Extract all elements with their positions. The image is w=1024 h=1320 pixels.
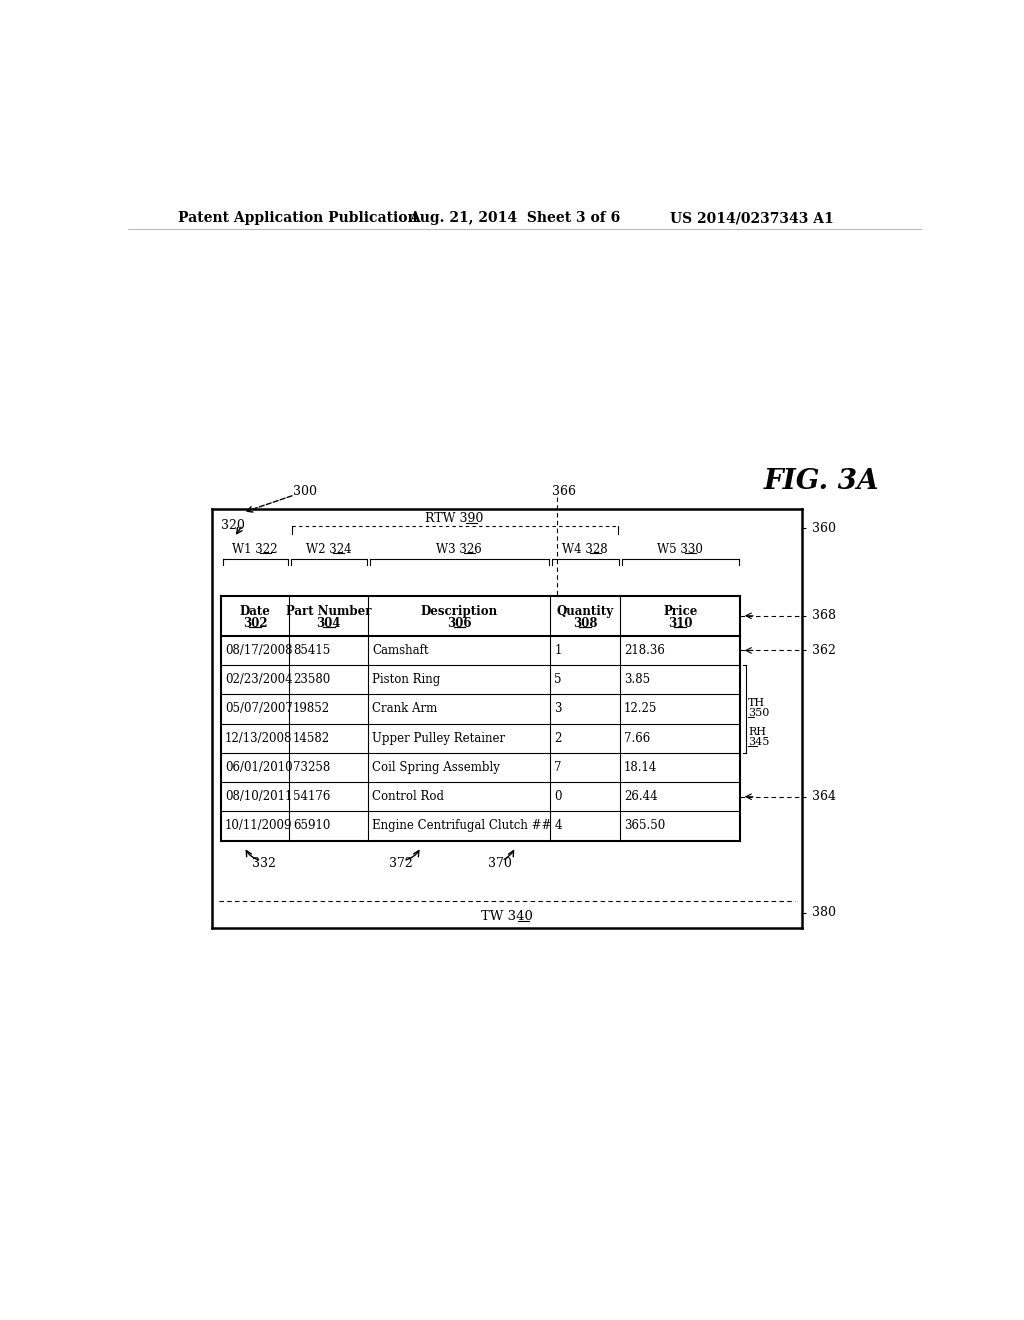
Text: 360: 360: [812, 521, 836, 535]
Text: RH: RH: [748, 727, 766, 737]
Text: Part Number: Part Number: [286, 605, 372, 618]
Text: 5: 5: [554, 673, 562, 686]
Text: 1: 1: [554, 644, 561, 657]
Text: 08/17/2008: 08/17/2008: [225, 644, 293, 657]
Text: 364: 364: [812, 791, 836, 804]
Text: W5 330: W5 330: [657, 543, 703, 556]
Text: Engine Centrifugal Clutch ##: Engine Centrifugal Clutch ##: [372, 820, 552, 833]
Text: Date: Date: [240, 605, 270, 618]
Text: 08/10/2011: 08/10/2011: [225, 791, 292, 804]
Text: Upper Pulley Retainer: Upper Pulley Retainer: [372, 731, 505, 744]
Text: RTW 390: RTW 390: [426, 512, 484, 525]
Text: W4 328: W4 328: [562, 543, 608, 556]
Text: 310: 310: [668, 616, 692, 630]
Text: 0: 0: [554, 791, 562, 804]
Text: 23580: 23580: [293, 673, 331, 686]
Text: 2: 2: [554, 731, 561, 744]
Text: Price: Price: [663, 605, 697, 618]
Text: 372: 372: [389, 857, 413, 870]
Text: 320: 320: [221, 519, 245, 532]
Text: 366: 366: [552, 486, 575, 499]
Text: Camshaft: Camshaft: [372, 644, 429, 657]
Text: 3: 3: [554, 702, 562, 715]
Text: Description: Description: [421, 605, 498, 618]
Text: 02/23/2004: 02/23/2004: [225, 673, 293, 686]
Text: 350: 350: [748, 708, 769, 718]
Text: 54176: 54176: [293, 791, 331, 804]
Text: Quantity: Quantity: [557, 605, 613, 618]
Text: 218.36: 218.36: [624, 644, 665, 657]
Text: 362: 362: [812, 644, 836, 657]
Text: Control Rod: Control Rod: [372, 791, 444, 804]
Text: Piston Ring: Piston Ring: [372, 673, 440, 686]
Text: 4: 4: [554, 820, 562, 833]
Text: 380: 380: [812, 907, 836, 920]
Text: Coil Spring Assembly: Coil Spring Assembly: [372, 760, 500, 774]
Text: W2 324: W2 324: [306, 543, 351, 556]
Text: 12.25: 12.25: [624, 702, 657, 715]
Text: 05/07/2007: 05/07/2007: [225, 702, 293, 715]
Text: 06/01/2010: 06/01/2010: [225, 760, 293, 774]
Text: 368: 368: [812, 610, 836, 622]
Text: 85415: 85415: [293, 644, 331, 657]
Text: 302: 302: [243, 616, 267, 630]
Text: 7: 7: [554, 760, 562, 774]
Text: 26.44: 26.44: [624, 791, 657, 804]
Text: 370: 370: [488, 857, 512, 870]
Text: TW 340: TW 340: [481, 911, 532, 924]
Text: 10/11/2009: 10/11/2009: [225, 820, 293, 833]
Text: 7.66: 7.66: [624, 731, 650, 744]
Text: 332: 332: [252, 857, 275, 870]
Text: 12/13/2008: 12/13/2008: [225, 731, 292, 744]
Text: 308: 308: [573, 616, 597, 630]
Text: 19852: 19852: [293, 702, 330, 715]
Text: Aug. 21, 2014  Sheet 3 of 6: Aug. 21, 2014 Sheet 3 of 6: [410, 211, 621, 226]
Text: Patent Application Publication: Patent Application Publication: [178, 211, 418, 226]
Text: 304: 304: [316, 616, 341, 630]
Text: 3.85: 3.85: [624, 673, 650, 686]
Text: 365.50: 365.50: [624, 820, 666, 833]
Text: TH: TH: [748, 698, 765, 708]
Text: 300: 300: [293, 484, 317, 498]
Text: 306: 306: [447, 616, 472, 630]
Text: FIG. 3A: FIG. 3A: [764, 469, 879, 495]
Text: W3 326: W3 326: [436, 543, 482, 556]
Text: 345: 345: [748, 737, 769, 747]
Text: 14582: 14582: [293, 731, 330, 744]
Text: W1 322: W1 322: [232, 543, 278, 556]
Text: US 2014/0237343 A1: US 2014/0237343 A1: [671, 211, 835, 226]
Text: Crank Arm: Crank Arm: [372, 702, 437, 715]
Text: 73258: 73258: [293, 760, 331, 774]
Text: 18.14: 18.14: [624, 760, 657, 774]
Text: 65910: 65910: [293, 820, 331, 833]
